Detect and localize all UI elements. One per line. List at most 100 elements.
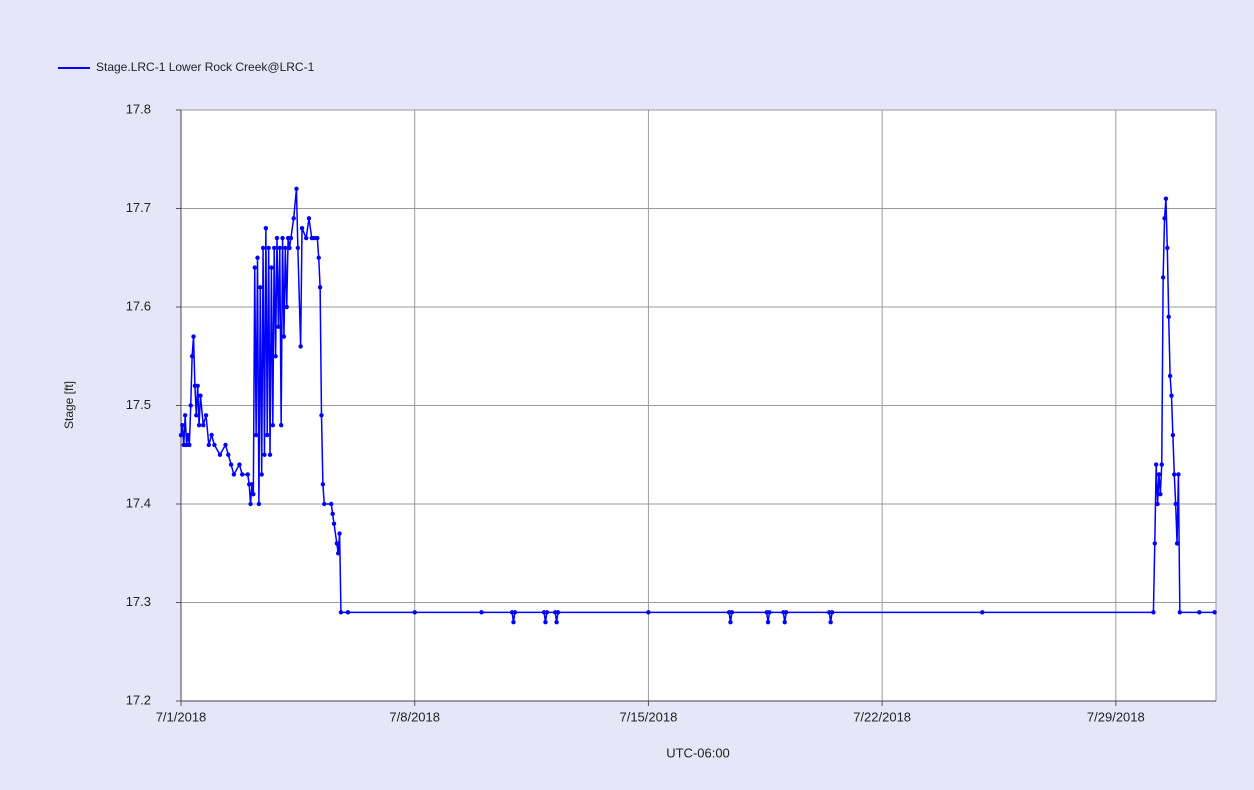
data-point [1155, 501, 1160, 507]
data-point [274, 235, 280, 241]
data-point [554, 620, 559, 625]
y-tick-label: 17.5 [126, 397, 151, 412]
data-point [334, 541, 340, 546]
data-point [294, 186, 299, 191]
data-point [194, 413, 199, 418]
data-point [1174, 541, 1180, 546]
data-point [1169, 393, 1174, 398]
data-point [206, 442, 212, 448]
data-point [1212, 610, 1217, 615]
data-point [1173, 501, 1178, 507]
data-point [306, 216, 312, 221]
data-point [1163, 196, 1169, 201]
data-point [262, 452, 267, 457]
data-point [555, 610, 561, 615]
data-point [198, 393, 203, 398]
data-point [512, 610, 518, 615]
data-point [240, 472, 245, 477]
data-point [783, 610, 789, 615]
data-point [1197, 610, 1202, 615]
data-point [283, 245, 288, 251]
data-point [646, 610, 651, 615]
data-point [191, 334, 196, 339]
data-point [185, 432, 191, 438]
y-axis-label: Stage [ft] [62, 381, 76, 429]
data-point [329, 501, 334, 507]
y-tick-label: 17.6 [126, 298, 151, 313]
data-point [284, 304, 289, 310]
data-point [258, 285, 263, 290]
data-point [223, 442, 228, 448]
data-point [269, 265, 274, 270]
data-point [299, 226, 305, 231]
data-point [265, 432, 270, 438]
data-point [315, 235, 320, 241]
data-point [178, 432, 184, 438]
data-point [180, 423, 185, 428]
data-point [412, 610, 417, 615]
data-point [316, 255, 321, 260]
data-point [544, 610, 550, 615]
data-point [980, 610, 985, 615]
data-point [287, 245, 292, 251]
data-point [228, 462, 234, 467]
data-point [270, 423, 276, 428]
data-point [231, 472, 237, 477]
data-point [249, 482, 255, 487]
data-point [331, 521, 337, 526]
data-point [543, 620, 548, 625]
x-tick-label: 7/15/2018 [619, 709, 677, 724]
data-point [335, 551, 341, 556]
data-point [188, 403, 193, 408]
data-point [251, 491, 256, 497]
y-tick-label: 17.7 [126, 200, 151, 215]
data-point [322, 501, 327, 507]
data-point [338, 610, 344, 615]
data-point [273, 354, 278, 359]
data-point [782, 620, 787, 625]
data-point [1172, 472, 1177, 477]
data-point [277, 245, 282, 251]
x-tick-label: 7/29/2018 [1087, 709, 1145, 724]
data-point [1166, 314, 1171, 320]
data-point [255, 255, 260, 260]
data-point [1167, 373, 1173, 379]
x-tick-label: 7/1/2018 [156, 709, 207, 724]
y-tick-label: 17.3 [126, 594, 151, 609]
data-point [337, 531, 342, 536]
data-point [263, 226, 269, 231]
data-point [319, 413, 324, 418]
data-point [1160, 275, 1166, 280]
data-point [1165, 245, 1170, 251]
x-tick-label: 7/22/2018 [853, 709, 911, 724]
data-point [278, 423, 284, 428]
data-point [252, 265, 257, 270]
data-point [298, 344, 303, 349]
data-point [511, 620, 516, 625]
data-point [209, 432, 214, 438]
x-axis-label: UTC-06:00 [666, 745, 730, 760]
data-point [189, 354, 195, 359]
data-point [345, 610, 351, 615]
data-point [196, 423, 202, 428]
x-tick-label: 7/8/2018 [389, 709, 440, 724]
data-point [182, 413, 188, 418]
data-point [266, 245, 271, 251]
data-point [212, 442, 217, 448]
data-point [280, 235, 285, 241]
data-point [729, 610, 735, 615]
data-point [281, 334, 287, 339]
data-point [1176, 472, 1181, 477]
data-point [217, 452, 223, 457]
y-tick-label: 17.8 [126, 101, 151, 116]
data-point [187, 442, 192, 448]
y-tick-label: 17.2 [126, 692, 151, 707]
legend-label: Stage.LRC-1 Lower Rock Creek@LRC-1 [96, 60, 315, 74]
data-point [248, 501, 253, 507]
data-point [1162, 216, 1167, 221]
data-point [267, 452, 273, 457]
data-point [1177, 610, 1183, 615]
data-point [272, 245, 277, 251]
data-point [253, 432, 259, 438]
